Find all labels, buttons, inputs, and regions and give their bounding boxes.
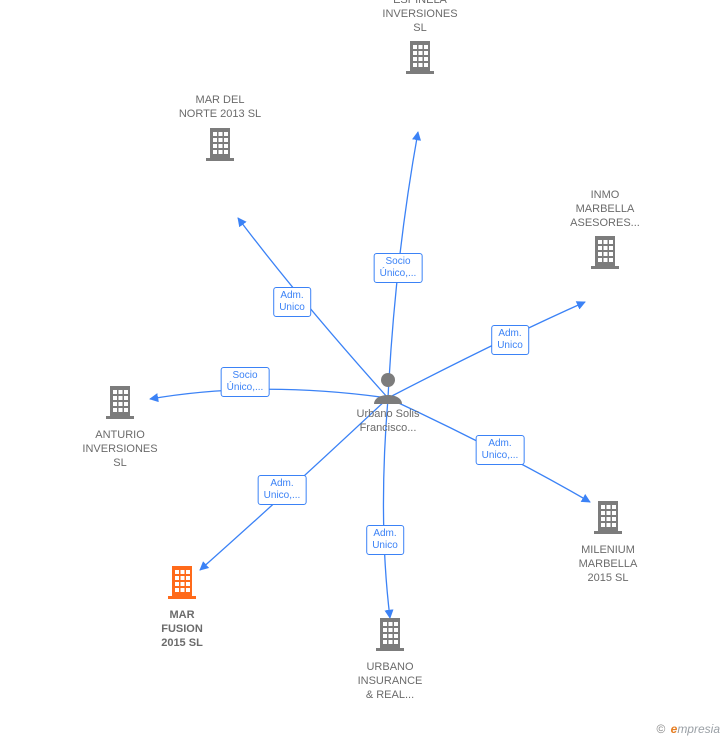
company-label: MAR FUSION 2015 SL bbox=[127, 609, 237, 650]
building-icon bbox=[588, 495, 628, 535]
company-label: INMO MARBELLA ASESORES... bbox=[550, 189, 660, 230]
edge-label-espinela: Socio Único,... bbox=[374, 253, 423, 283]
watermark: © empresia bbox=[656, 722, 720, 736]
building-icon bbox=[400, 35, 440, 75]
building-icon bbox=[585, 230, 625, 270]
company-node-espinela[interactable]: ESPINELA INVERSIONES SL bbox=[365, 0, 475, 80]
building-icon-wrap bbox=[365, 35, 475, 80]
edge-label-anturio: Socio Único,... bbox=[221, 367, 270, 397]
diagram-canvas: Urbano Solis Francisco... ESPINELA INVERS… bbox=[0, 0, 728, 740]
company-label: MILENIUM MARBELLA 2015 SL bbox=[553, 544, 663, 585]
building-icon-wrap bbox=[553, 495, 663, 540]
copyright-symbol: © bbox=[656, 722, 665, 736]
building-icon-wrap bbox=[127, 560, 237, 605]
company-node-marfusion[interactable]: MAR FUSION 2015 SL bbox=[127, 560, 237, 650]
building-icon bbox=[100, 380, 140, 420]
building-icon-wrap bbox=[65, 380, 175, 425]
person-icon-wrap bbox=[333, 370, 443, 409]
edge-label-urbanoins: Adm. Unico bbox=[366, 525, 404, 555]
building-icon bbox=[200, 122, 240, 162]
company-node-mardelnorte[interactable]: MAR DEL NORTE 2013 SL bbox=[165, 90, 275, 167]
company-node-urbanoins[interactable]: URBANO INSURANCE & REAL... bbox=[335, 612, 445, 702]
building-icon bbox=[370, 612, 410, 652]
center-person-label: Urbano Solis Francisco... bbox=[333, 408, 443, 436]
person-icon bbox=[371, 370, 405, 404]
edge-label-marfusion: Adm. Unico,... bbox=[258, 475, 307, 505]
building-icon-wrap bbox=[165, 122, 275, 167]
company-label: URBANO INSURANCE & REAL... bbox=[335, 661, 445, 702]
company-node-anturio[interactable]: ANTURIO INVERSIONES SL bbox=[65, 380, 175, 470]
company-label: MAR DEL NORTE 2013 SL bbox=[165, 94, 275, 122]
edge-label-mardelnorte: Adm. Unico bbox=[273, 287, 311, 317]
center-person-node[interactable] bbox=[333, 370, 443, 409]
company-label: ESPINELA INVERSIONES SL bbox=[365, 0, 475, 35]
building-icon bbox=[162, 560, 202, 600]
edge-label-inmomarbella: Adm. Unico bbox=[491, 325, 529, 355]
brand-rest: mpresia bbox=[677, 722, 720, 736]
company-node-milenium[interactable]: MILENIUM MARBELLA 2015 SL bbox=[553, 495, 663, 585]
edge-label-milenium: Adm. Unico,... bbox=[476, 435, 525, 465]
building-icon-wrap bbox=[550, 230, 660, 275]
company-node-inmomarbella[interactable]: INMO MARBELLA ASESORES... bbox=[550, 185, 660, 275]
company-label: ANTURIO INVERSIONES SL bbox=[65, 429, 175, 470]
building-icon-wrap bbox=[335, 612, 445, 657]
